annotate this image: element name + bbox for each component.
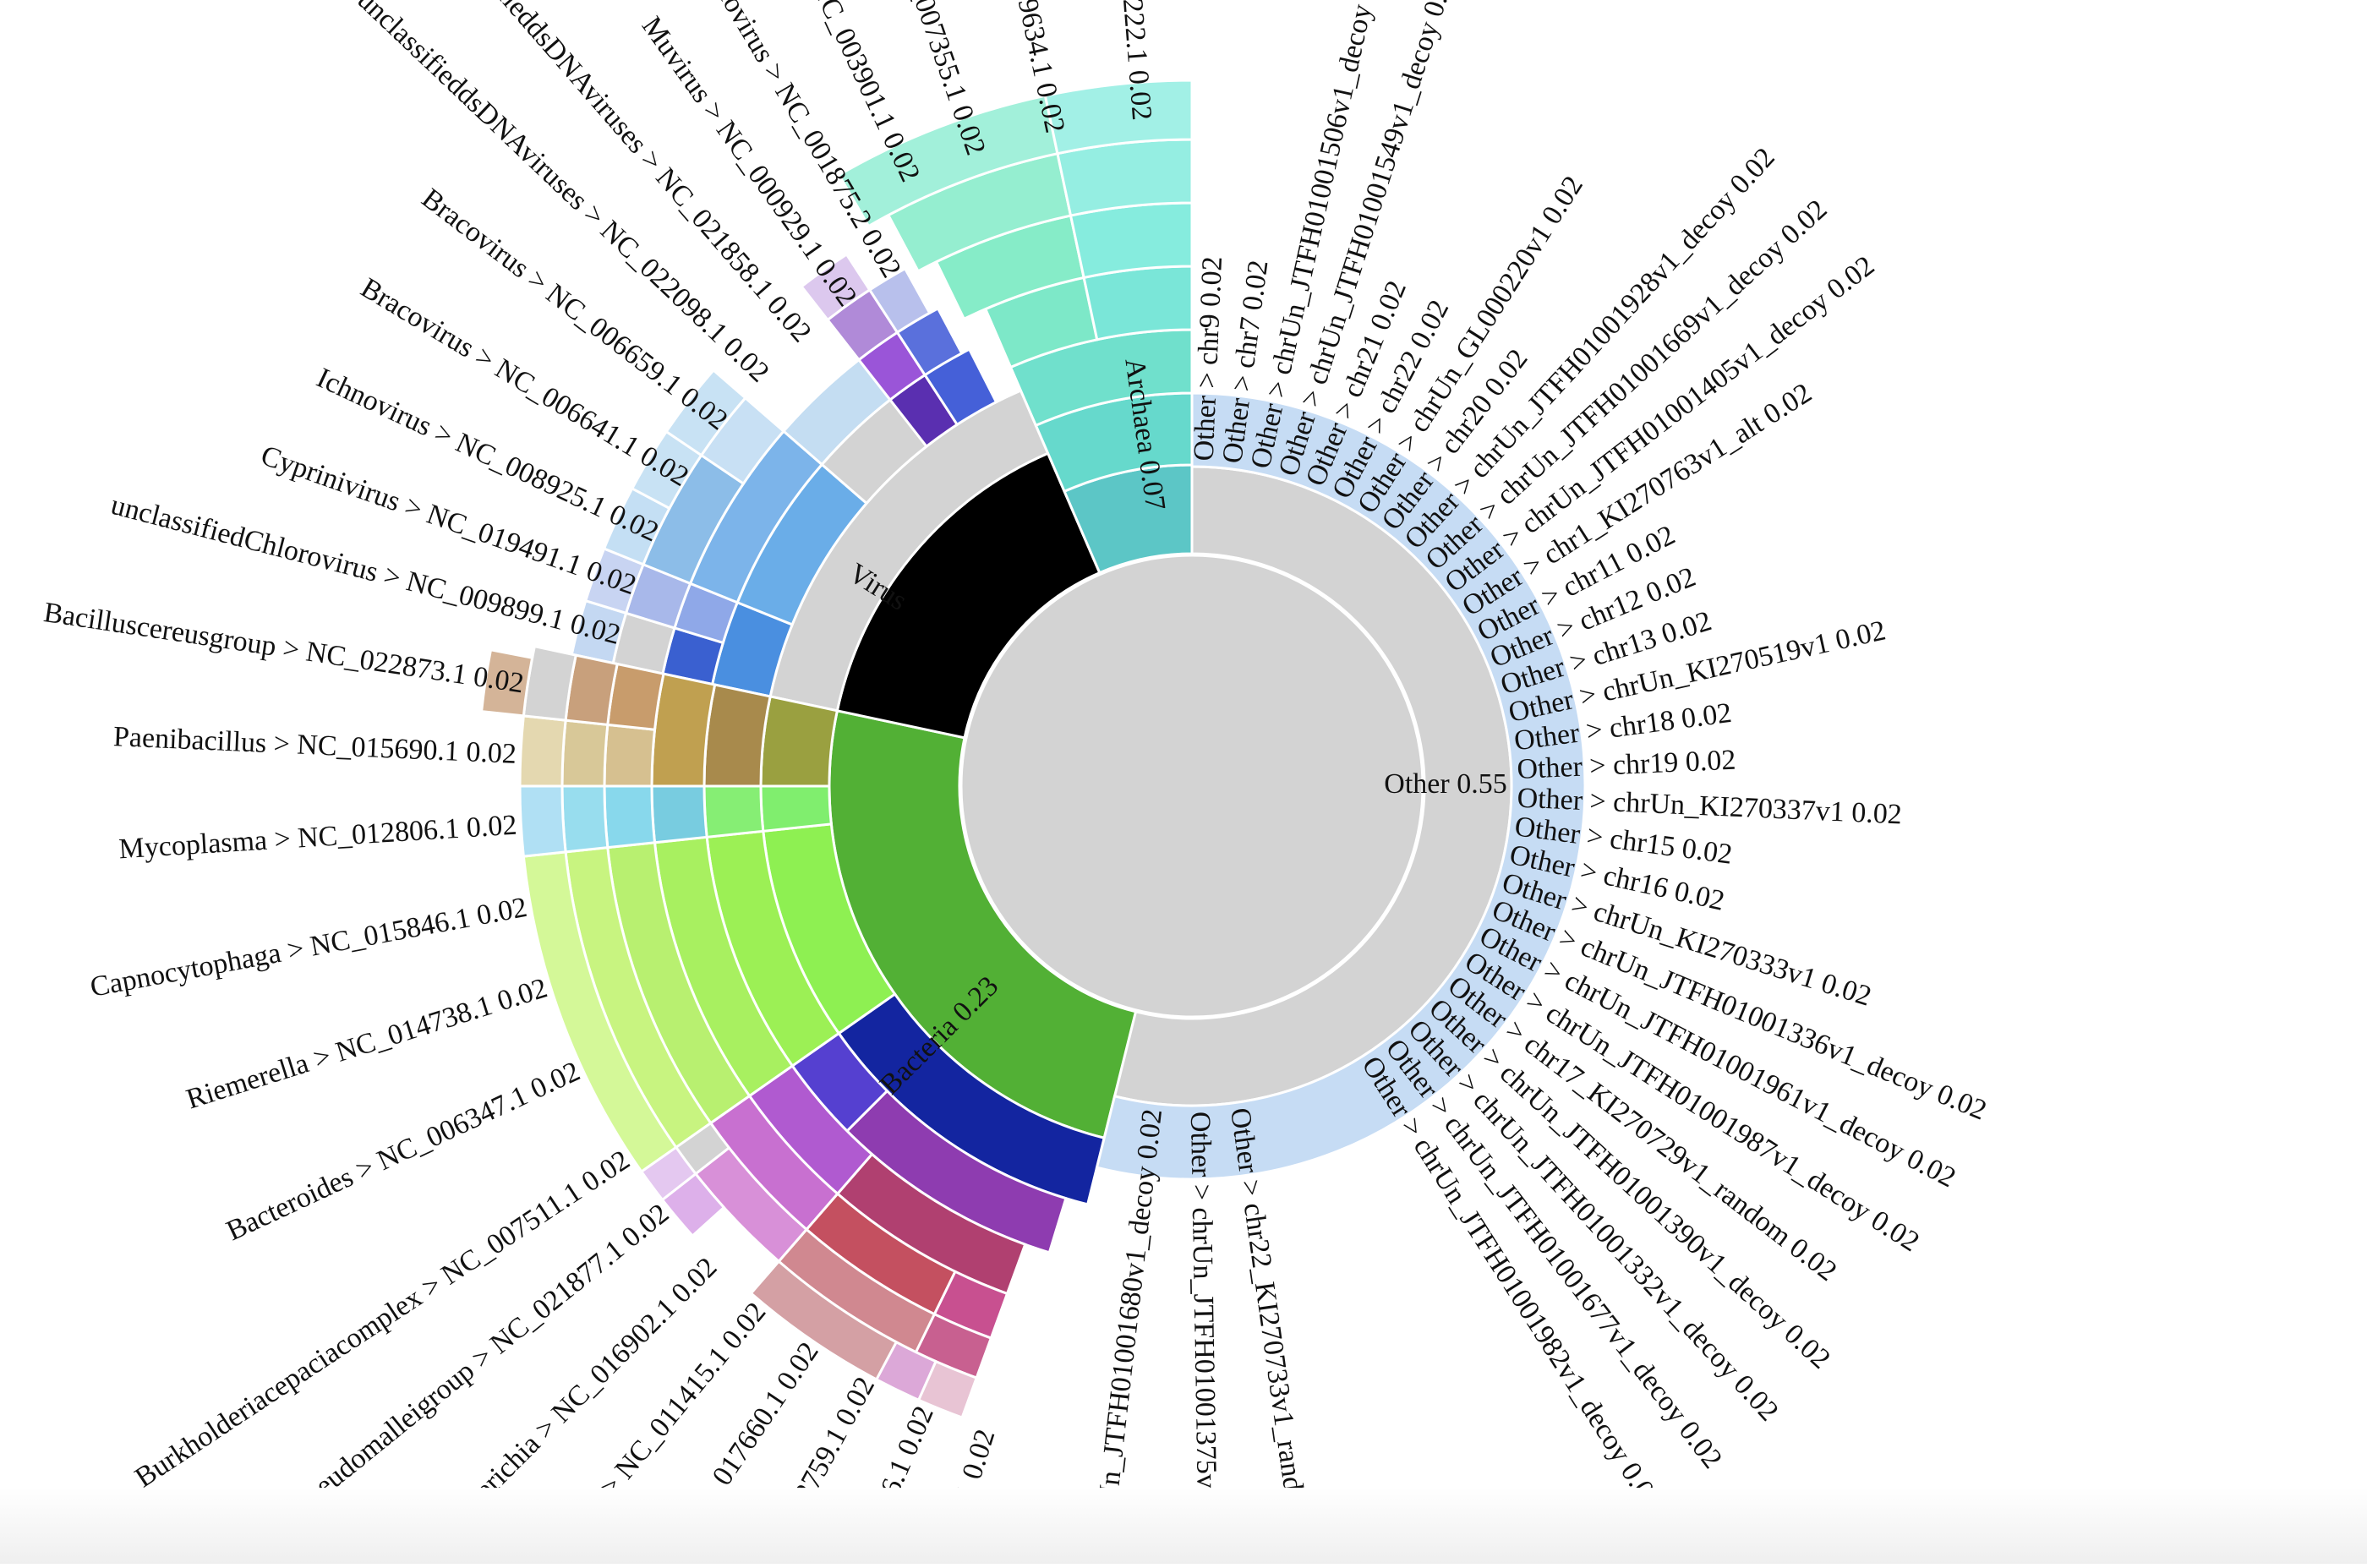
segment-bacteria[interactable] — [702, 784, 765, 839]
segment-bacteria[interactable] — [603, 784, 657, 850]
segment-archaea[interactable] — [1069, 201, 1194, 280]
segment-virus[interactable] — [664, 368, 747, 457]
rings-layer — [479, 79, 1587, 1419]
segment-bacteria[interactable] — [759, 784, 833, 833]
segment-bacteria[interactable] — [650, 784, 708, 844]
segment-bacteria[interactable] — [518, 784, 567, 858]
segment-bacteria[interactable] — [749, 1259, 899, 1381]
leaf-label-bacteria: Paenibacillus > NC_015690.1 0.02 — [112, 721, 517, 770]
segment-virus[interactable] — [800, 252, 872, 322]
segment-bacteria[interactable] — [560, 784, 610, 854]
segment-other[interactable] — [1095, 391, 1587, 1181]
segment-archaea[interactable] — [1043, 79, 1194, 156]
leaf-label-other: Other > chr22_KI270733v1_random 0.02 — [1224, 1106, 1322, 1564]
leaf-label-bacteria: Bacilluscereusgroup > NC_022873.1 0.02 — [41, 597, 526, 699]
domain-label: Other 0.55 — [1384, 768, 1506, 800]
segment-bacteria[interactable] — [560, 718, 610, 788]
segment-archaea[interactable] — [1082, 265, 1194, 341]
segment-bacteria[interactable] — [518, 714, 567, 788]
segment-bacteria[interactable] — [702, 683, 772, 788]
root-outline — [959, 554, 1424, 1019]
segment-virus[interactable] — [867, 266, 932, 335]
leaf-label-bacteria: Capnocytophaga > NC_015846.1 0.02 — [88, 892, 529, 1003]
segment-bacteria[interactable] — [759, 695, 839, 788]
segment-bacteria[interactable] — [603, 723, 657, 788]
leaf-label-bacteria: Mycoplasma > NC_012806.1 0.02 — [118, 810, 518, 866]
segment-bacteria[interactable] — [479, 648, 534, 718]
